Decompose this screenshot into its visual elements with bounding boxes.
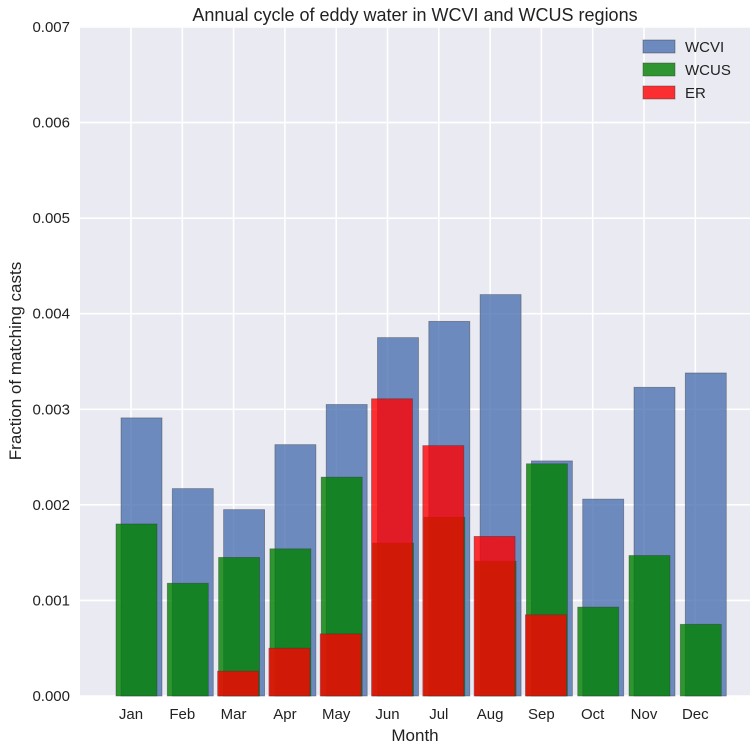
legend-swatch-wcvi — [642, 39, 676, 54]
x-tick-label: May — [322, 706, 351, 723]
x-axis-title: Month — [391, 726, 438, 745]
chart-title: Annual cycle of eddy water in WCVI and W… — [192, 5, 637, 25]
legend-label-er: ER — [685, 85, 706, 102]
bar-er-aug — [473, 535, 516, 697]
legend-label-wcvi: WCVI — [685, 39, 724, 56]
bar-wcus-jan — [115, 523, 158, 697]
x-tick-label: Mar — [221, 706, 247, 723]
y-tick-label: 0.003 — [32, 401, 70, 418]
bar-er-jul — [422, 445, 465, 697]
legend-label-wcus: WCUS — [685, 62, 731, 79]
x-tick-label: Feb — [169, 706, 195, 723]
y-tick-label: 0.005 — [32, 210, 70, 227]
y-tick-label: 0.001 — [32, 592, 70, 609]
bar-wcus-feb — [166, 582, 209, 697]
x-tick-label: Jun — [375, 706, 399, 723]
x-tick-label: Aug — [477, 706, 504, 723]
y-tick-label: 0.002 — [32, 497, 70, 514]
bar-wcus-oct — [577, 606, 620, 697]
y-tick-label: 0.006 — [32, 115, 70, 132]
bar-wcus-nov — [628, 555, 671, 697]
y-tick-label: 0.004 — [32, 306, 70, 323]
x-tick-label: Apr — [273, 706, 296, 723]
bar-er-mar — [217, 670, 260, 697]
x-tick-label: Jan — [119, 706, 143, 723]
bar-er-may — [319, 633, 362, 697]
y-axis-ticks: 0.000 0.001 0.002 0.003 0.004 0.005 0.006 0.007 — [32, 19, 70, 705]
bars — [115, 294, 727, 697]
y-tick-label: 0.007 — [32, 19, 70, 36]
legend-swatch-wcus — [642, 62, 676, 77]
x-tick-label: Jul — [429, 706, 448, 723]
legend: WCVI WCUS ER — [642, 39, 731, 102]
bar-er-sep — [525, 614, 567, 697]
x-tick-label: Sep — [528, 706, 555, 723]
legend-swatch-er — [642, 85, 676, 100]
x-tick-label: Dec — [682, 706, 709, 723]
x-tick-label: Nov — [631, 706, 658, 723]
y-tick-label: 0.000 — [32, 688, 70, 705]
x-tick-label: Oct — [581, 706, 605, 723]
bar-er-apr — [268, 647, 311, 697]
y-axis-title: Fraction of matching casts — [6, 262, 25, 460]
bar-wcus-dec — [679, 623, 722, 697]
x-axis-ticks: Jan Feb Mar Apr May Jun Jul Aug Sep Oct Nov Dec — [119, 706, 709, 723]
bar-er-jun — [371, 398, 413, 697]
